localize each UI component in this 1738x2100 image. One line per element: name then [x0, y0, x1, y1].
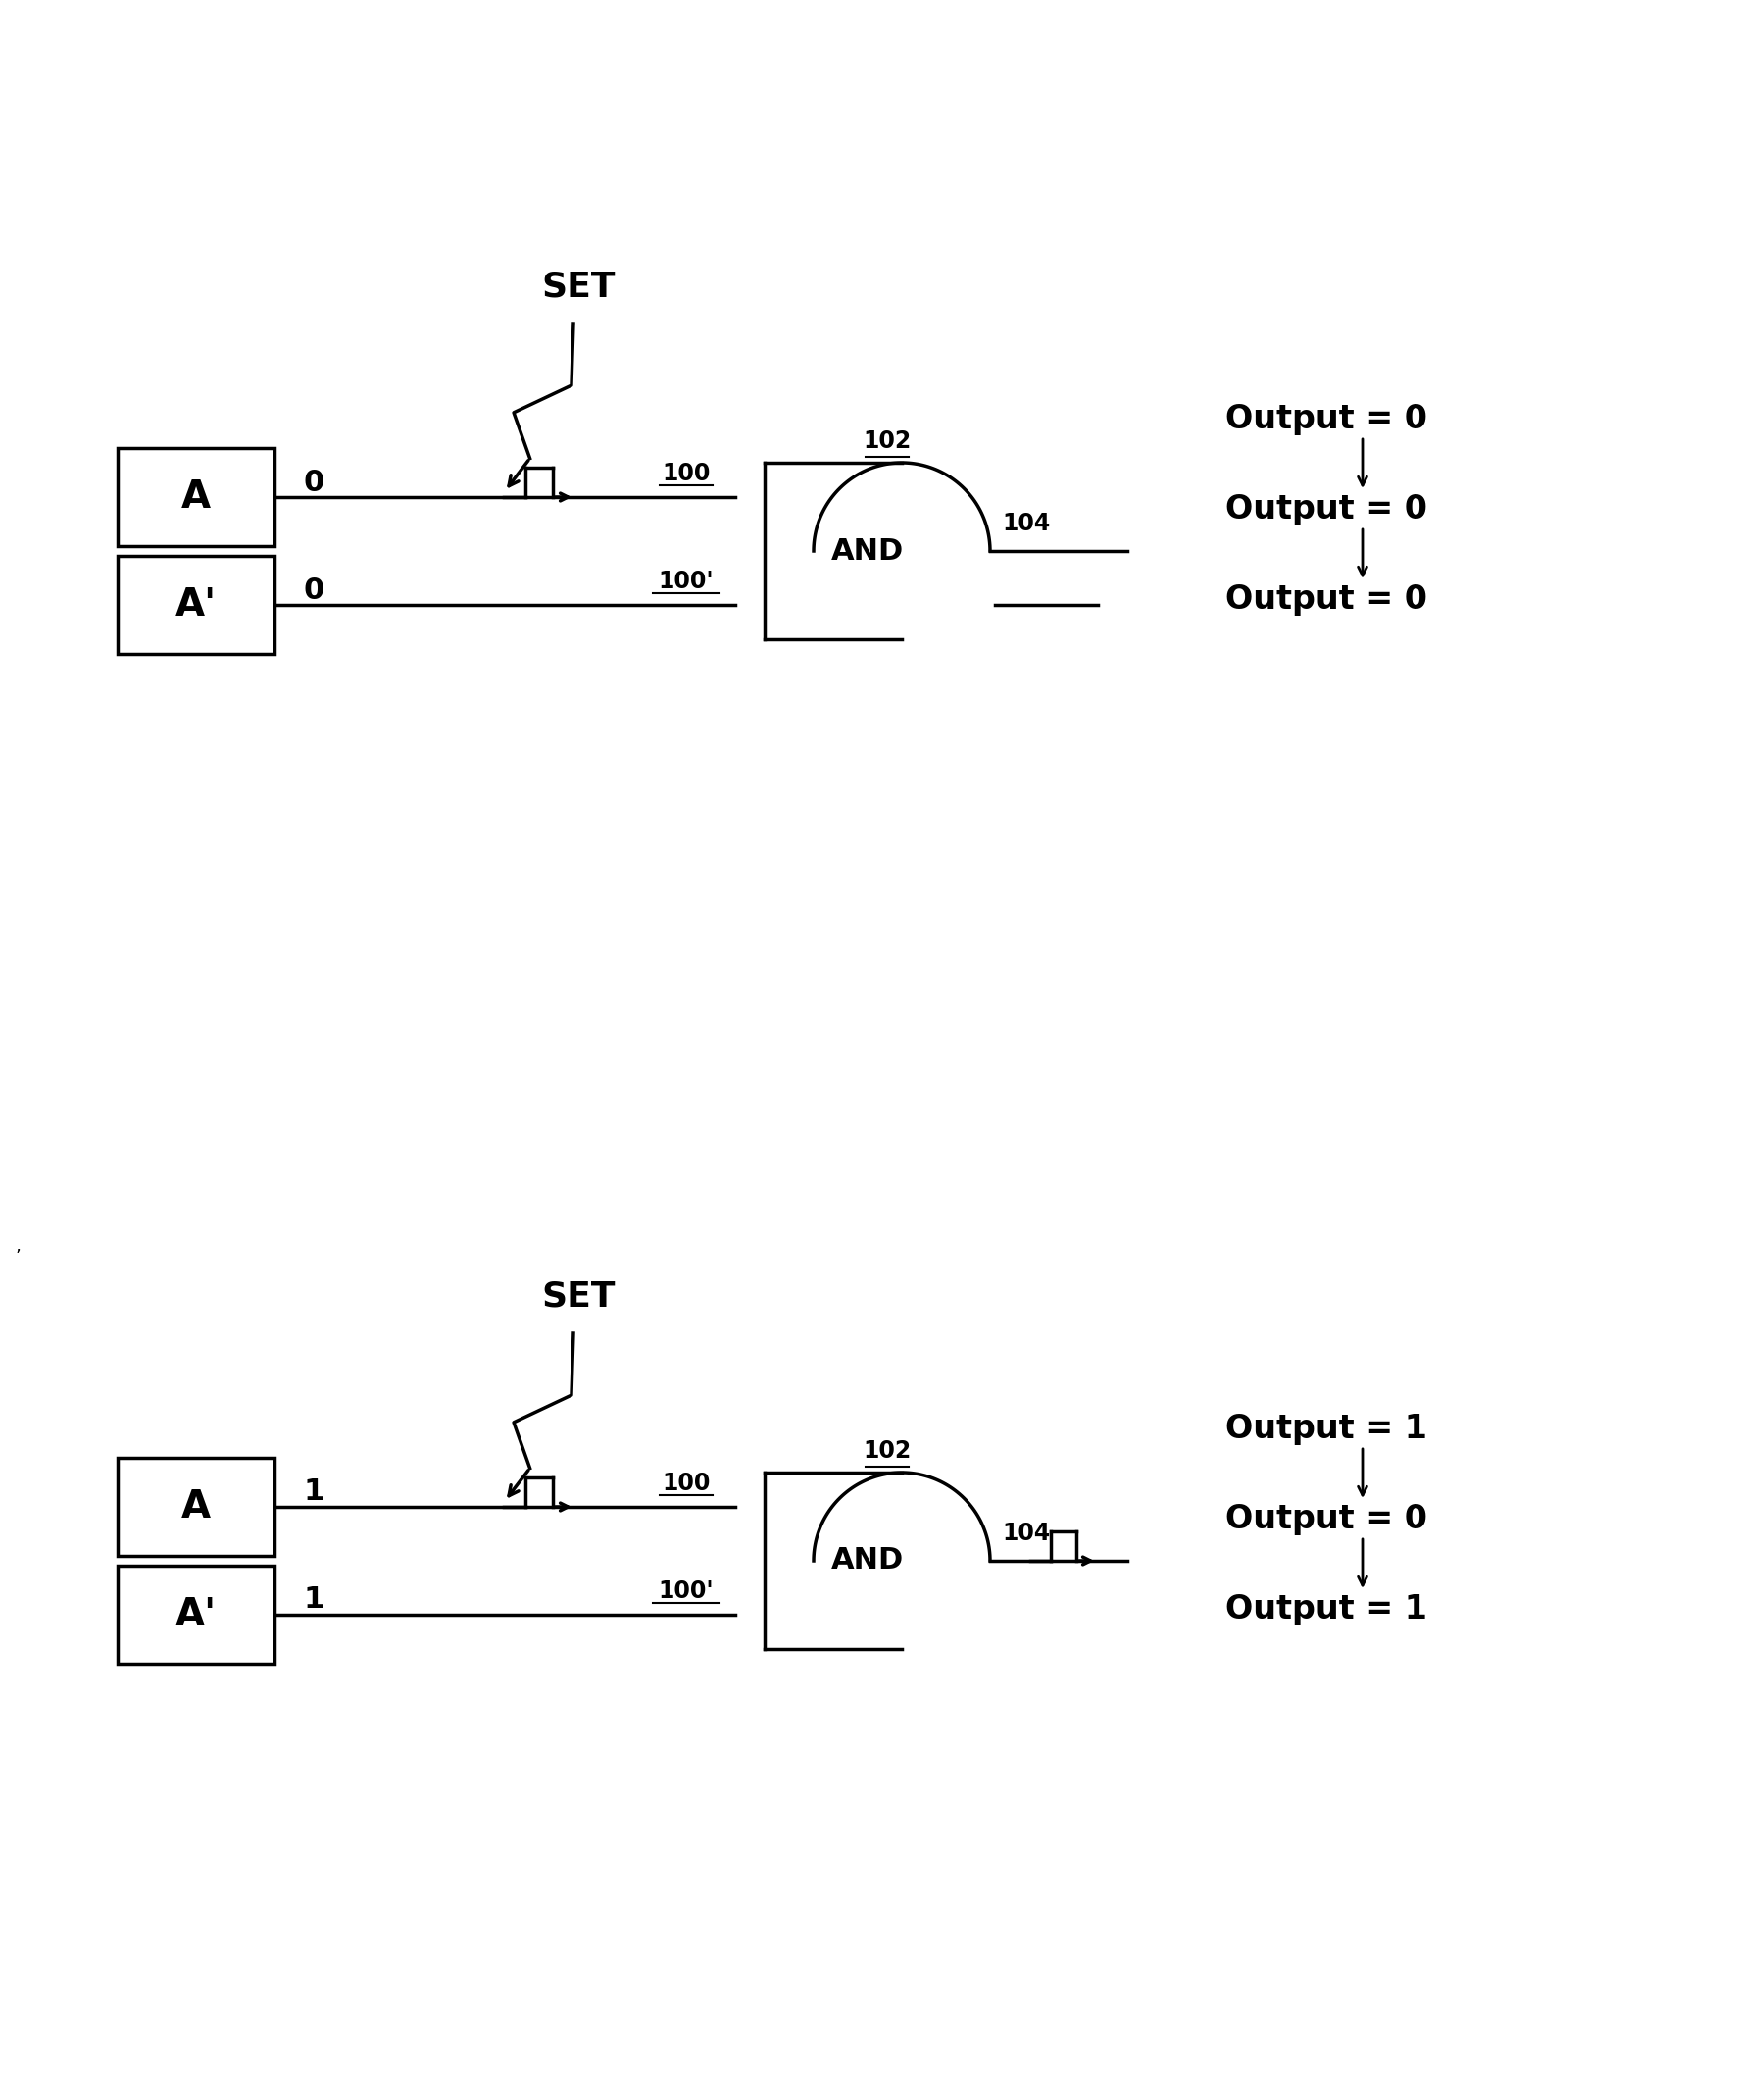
Text: 102: 102	[862, 1439, 911, 1464]
Text: A: A	[181, 479, 210, 517]
Text: 100: 100	[662, 462, 711, 485]
Bar	[118, 447, 275, 546]
Text: Output = 1: Output = 1	[1225, 1592, 1427, 1625]
Text: Output = 0: Output = 0	[1225, 584, 1427, 615]
Text: 100': 100'	[659, 1579, 714, 1602]
Text: AND: AND	[831, 1546, 904, 1575]
Bar	[118, 556, 275, 653]
Text: Output = 1: Output = 1	[1225, 1413, 1427, 1445]
Text: Output = 0: Output = 0	[1225, 493, 1427, 525]
Text: 100: 100	[662, 1472, 711, 1495]
Text: A': A'	[176, 1596, 217, 1634]
Text: 0: 0	[304, 468, 325, 496]
Text: 104: 104	[1001, 1522, 1050, 1546]
Text: 102: 102	[862, 428, 911, 454]
Text: A: A	[181, 1489, 210, 1525]
Text: AND: AND	[831, 538, 904, 565]
Text: 1: 1	[304, 1586, 325, 1615]
Text: SET: SET	[541, 269, 615, 302]
Text: A': A'	[176, 586, 217, 624]
Text: Output = 0: Output = 0	[1225, 1502, 1427, 1535]
Bar	[118, 1457, 275, 1556]
Text: 100': 100'	[659, 569, 714, 592]
Text: 104: 104	[1001, 512, 1050, 536]
Text: SET: SET	[541, 1279, 615, 1312]
Text: Output = 0: Output = 0	[1225, 403, 1427, 435]
Text: 0: 0	[304, 575, 325, 605]
Text: ’: ’	[16, 1247, 21, 1266]
Text: 1: 1	[304, 1478, 325, 1506]
Bar	[118, 1567, 275, 1663]
